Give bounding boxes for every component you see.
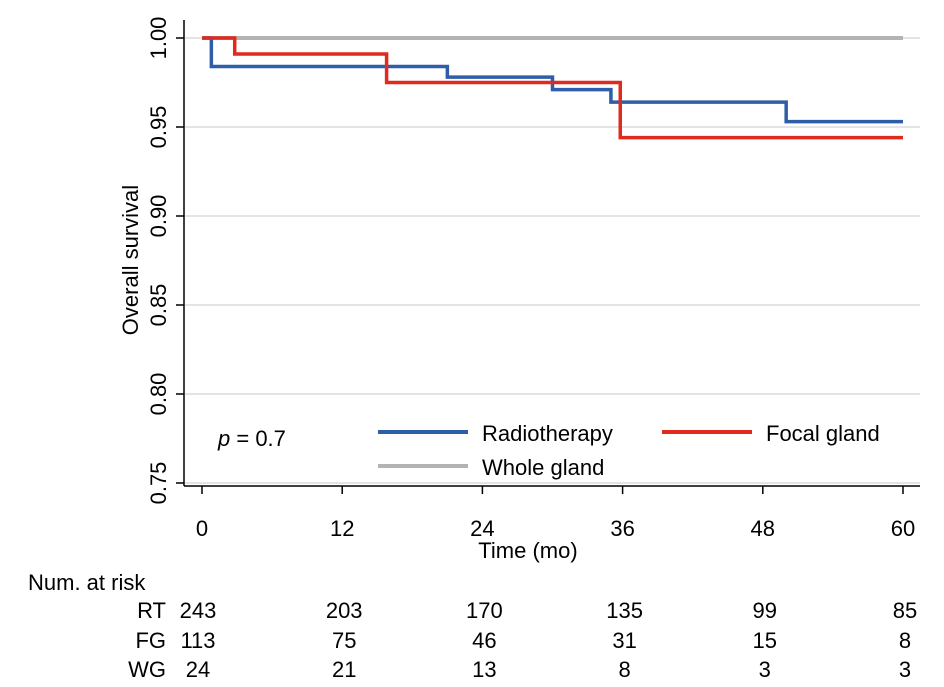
- risk-cell: 75: [332, 628, 356, 653]
- risk-cell: 85: [893, 598, 917, 623]
- p-symbol: p: [217, 426, 230, 451]
- y-axis-ticks: 0.75 0.80 0.85 0.90 0.95 1.00: [146, 17, 184, 505]
- y-tick-label: 0.95: [146, 106, 171, 149]
- y-tick-label: 1.00: [146, 17, 171, 60]
- y-axis-label: Overall survival: [118, 185, 143, 335]
- x-axis-label: Time (mo): [478, 538, 577, 563]
- x-tick-label: 12: [330, 516, 354, 541]
- y-tick-label: 0.85: [146, 284, 171, 327]
- risk-cell: 15: [753, 628, 777, 653]
- axes: [183, 20, 920, 487]
- risk-cell: 170: [466, 598, 503, 623]
- x-tick-label: 48: [751, 516, 775, 541]
- risk-cell: 31: [612, 628, 636, 653]
- risk-cell: 21: [332, 657, 356, 682]
- risk-row-label: WG: [128, 657, 166, 682]
- y-tick-label: 0.75: [146, 462, 171, 505]
- series-line-focal-gland: [202, 36, 903, 140]
- legend-label-focal-gland: Focal gland: [766, 421, 880, 446]
- survival-curves: [202, 36, 903, 140]
- legend-label-whole-gland: Whole gland: [482, 455, 604, 480]
- risk-cell: 99: [753, 598, 777, 623]
- risk-cell: 24: [186, 657, 210, 682]
- x-tick-label: 0: [196, 516, 208, 541]
- x-axis-ticks: 0 12 24 36 48 60: [196, 486, 915, 541]
- risk-cell: 3: [759, 657, 771, 682]
- risk-cell: 8: [618, 657, 630, 682]
- risk-cell: 113: [180, 628, 215, 653]
- p-value-annotation: p = 0.7: [217, 426, 286, 451]
- p-value: = 0.7: [230, 426, 286, 451]
- risk-cell: 3: [899, 657, 911, 682]
- x-tick-label: 24: [470, 516, 494, 541]
- risk-row-label: FG: [135, 628, 166, 653]
- risk-table-title: Num. at risk: [28, 570, 146, 595]
- y-tick-label: 0.90: [146, 195, 171, 238]
- x-tick-label: 36: [610, 516, 634, 541]
- risk-cell: 13: [472, 657, 496, 682]
- risk-table-rows: RT 243 203 170 135 99 85 FG 113 75 46 31 15 8 WG 24 21 13…: [128, 598, 917, 682]
- y-tick-label: 0.80: [146, 373, 171, 416]
- risk-cell: 135: [606, 598, 643, 623]
- risk-row-label: RT: [137, 598, 166, 623]
- legend-label-radiotherapy: Radiotherapy: [482, 421, 613, 446]
- risk-cell: 203: [326, 598, 363, 623]
- risk-cell: 46: [472, 628, 496, 653]
- risk-cell: 243: [180, 598, 217, 623]
- risk-cell: 8: [899, 628, 911, 653]
- x-tick-label: 60: [891, 516, 915, 541]
- legend: Radiotherapy Focal gland Whole gland: [378, 421, 880, 480]
